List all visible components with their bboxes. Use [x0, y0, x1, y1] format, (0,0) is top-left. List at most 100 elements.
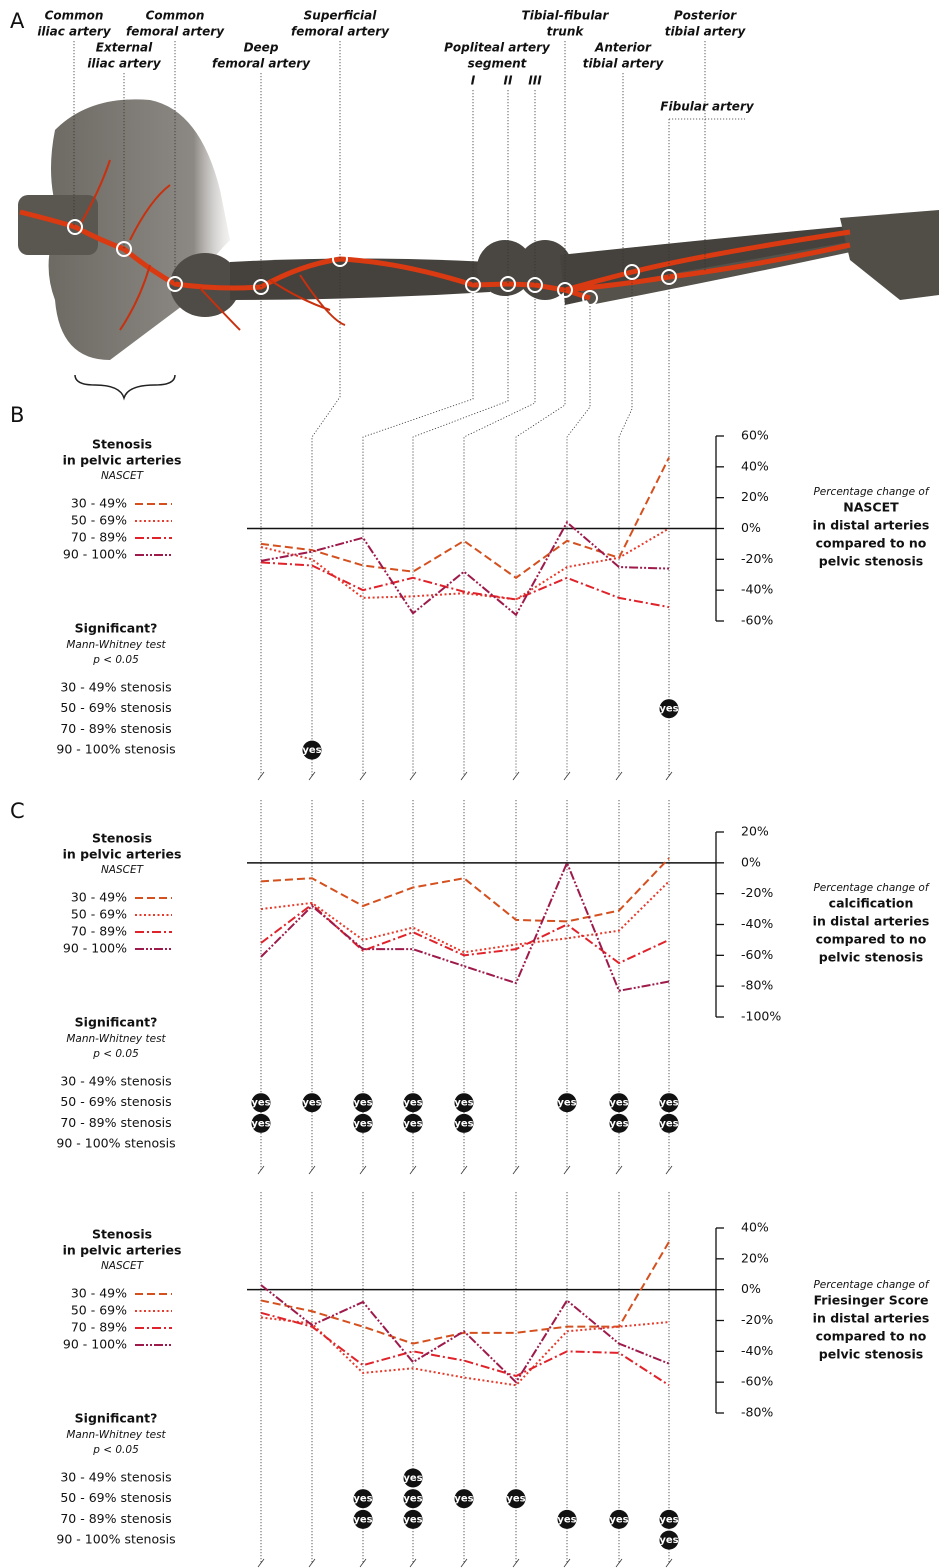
legend-subtitle: NASCET — [101, 864, 145, 876]
legend-label: 50 - 69% — [71, 907, 127, 922]
artery-marker — [332, 251, 348, 267]
significance-marker — [506, 1489, 526, 1509]
artery-marker — [527, 277, 543, 293]
significance-marker — [557, 1093, 577, 1113]
significance-marker — [454, 1113, 474, 1133]
axis-break — [665, 1165, 673, 1175]
significance-label: yes — [251, 1118, 270, 1129]
axis-break — [563, 771, 571, 781]
significance-marker — [403, 1113, 423, 1133]
significance-row-label: 90 - 100% stenosis — [56, 1136, 175, 1151]
artery-label: iliac artery — [87, 57, 162, 71]
axis-break — [460, 1558, 468, 1568]
significance-marker — [609, 1113, 629, 1133]
significance-marker — [403, 1509, 423, 1529]
significance-test: Mann-Whitney test — [66, 1429, 166, 1441]
y-axis-caption: pelvic stenosis — [819, 1347, 923, 1362]
legend-label: 90 - 100% — [63, 941, 127, 956]
artery-label: Popliteal artery — [444, 41, 551, 55]
legend-label: 30 - 49% — [71, 890, 127, 905]
significance-label: yes — [659, 1118, 678, 1129]
significance-label: yes — [353, 1494, 372, 1505]
panel-label: C — [10, 799, 25, 823]
significance-marker — [353, 1489, 373, 1509]
y-axis-caption: in distal arteries — [813, 518, 930, 533]
axis-break — [359, 771, 367, 781]
axis-break — [512, 1165, 520, 1175]
significance-row-label: 90 - 100% stenosis — [56, 742, 175, 757]
y-tick-label: -60% — [741, 613, 773, 628]
axis-break — [257, 1558, 265, 1568]
panel: C Stenosis in pelvic arteries NASCET 30 - 49… — [10, 799, 931, 1568]
axis-break — [409, 1165, 417, 1175]
y-tick-label: -40% — [741, 582, 773, 597]
axis-break — [308, 771, 316, 781]
series-line — [260, 561, 670, 609]
y-tick-label: -60% — [741, 947, 773, 962]
significance-marker — [403, 1093, 423, 1113]
artery-marker — [557, 282, 573, 298]
legend-title: Stenosis — [92, 1227, 152, 1242]
artery-marker — [465, 277, 481, 293]
artery-label: External — [96, 41, 153, 55]
y-tick-label: -40% — [741, 1343, 773, 1358]
y-tick-label: -20% — [741, 885, 773, 900]
axis-break — [308, 1558, 316, 1568]
series-line — [260, 857, 670, 923]
legend-title: in pelvic arteries — [63, 847, 182, 862]
y-axis-caption: NASCET — [843, 500, 899, 515]
artery-label: Deep — [244, 41, 279, 55]
connector-line — [412, 292, 509, 776]
connector-line — [311, 267, 341, 776]
legend-label: 70 - 89% — [71, 530, 127, 545]
y-tick-label: 40% — [741, 1220, 769, 1235]
significance-label: yes — [403, 1514, 422, 1525]
significance-marker — [659, 1093, 679, 1113]
legend-title: Stenosis — [92, 437, 152, 452]
artery-label: Tibial-fibular — [522, 9, 610, 23]
significance-threshold: p < 0.05 — [92, 1444, 139, 1456]
series-line — [260, 1241, 670, 1345]
axis-break — [460, 1165, 468, 1175]
significance-marker — [353, 1509, 373, 1529]
significance-row-label: 30 - 49% stenosis — [60, 680, 171, 695]
artery-marker — [167, 276, 183, 292]
significance-label: yes — [609, 1514, 628, 1525]
significance-marker — [454, 1093, 474, 1113]
significance-title: Significant? — [75, 1411, 158, 1426]
artery-label: Common — [146, 9, 205, 23]
y-tick-label: 20% — [741, 824, 769, 839]
significance-label: yes — [506, 1494, 525, 1505]
significance-row-label: 30 - 49% stenosis — [60, 1470, 171, 1485]
y-tick-label: 0% — [741, 520, 761, 535]
artery-marker — [582, 290, 598, 306]
y-axis-caption: Friesinger Score — [814, 1293, 929, 1308]
significance-label: yes — [557, 1514, 576, 1525]
y-axis-caption: compared to no — [816, 536, 927, 551]
significance-label: yes — [609, 1118, 628, 1129]
significance-title: Significant? — [75, 621, 158, 636]
significance-marker — [353, 1113, 373, 1133]
axis-break — [512, 1558, 520, 1568]
y-tick-label: 20% — [741, 1250, 769, 1265]
artery-label: segment — [468, 57, 528, 71]
artery-label: tibial artery — [665, 25, 747, 39]
series-line — [260, 860, 670, 992]
artery-marker — [67, 219, 83, 235]
significance-label: yes — [454, 1118, 473, 1129]
legend-label: 90 - 100% — [63, 1337, 127, 1352]
artery-label: femoral artery — [126, 25, 225, 39]
y-axis-caption: in distal arteries — [813, 914, 930, 929]
significance-row-label: 50 - 69% stenosis — [60, 1094, 171, 1109]
legend-title: in pelvic arteries — [63, 453, 182, 468]
significance-row-label: 50 - 69% stenosis — [60, 700, 171, 715]
significance-label: yes — [353, 1514, 372, 1525]
significance-marker — [659, 1113, 679, 1133]
significance-marker — [609, 1093, 629, 1113]
significance-marker — [403, 1468, 423, 1488]
significance-threshold: p < 0.05 — [92, 1048, 139, 1060]
legend-label: 30 - 49% — [71, 496, 127, 511]
y-tick-label: 20% — [741, 489, 769, 504]
